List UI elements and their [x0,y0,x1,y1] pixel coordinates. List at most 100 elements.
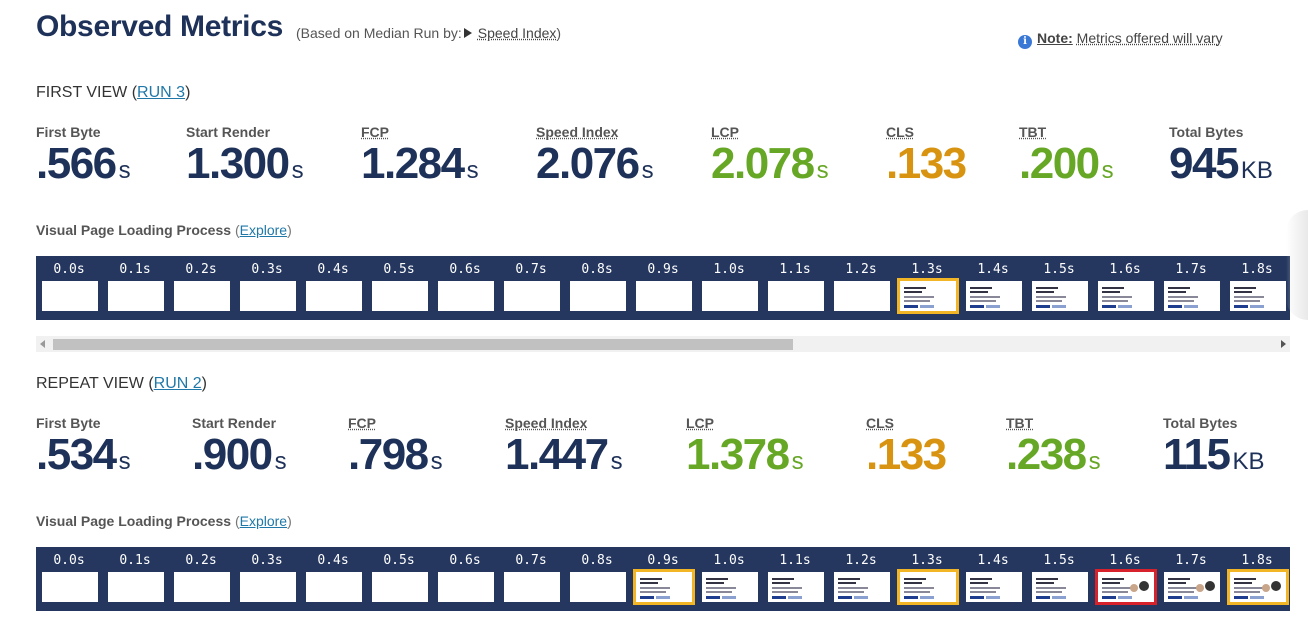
filmstrip-frame[interactable]: 1.5s [1026,547,1092,611]
scroll-left-arrow-icon[interactable] [40,340,45,348]
filmstrip-frame[interactable]: 1.2s [828,256,894,320]
repeat-view-explore-link[interactable]: Explore [239,513,288,529]
repeat-view-run-link[interactable]: RUN 2 [153,375,202,392]
frame-thumbnail[interactable] [1032,281,1088,311]
filmstrip-frame[interactable]: 1.7s [1158,256,1224,320]
frame-thumbnail[interactable] [42,281,98,311]
scrollbar-thumb[interactable] [53,339,793,350]
metric-label[interactable]: LCP [711,124,739,140]
first-view-explore-link[interactable]: Explore [239,222,288,238]
filmstrip-frame[interactable]: 1.0s [696,256,762,320]
metric-label[interactable]: CLS [886,124,914,140]
frame-thumbnail[interactable] [372,281,428,311]
filmstrip-frame[interactable]: 0.5s [366,547,432,611]
frame-thumbnail[interactable] [108,572,164,602]
filmstrip-frame[interactable]: 0.7s [498,256,564,320]
filmstrip-frame[interactable]: 0.2s [168,256,234,320]
filmstrip-frame[interactable]: 1.4s [960,547,1026,611]
filmstrip-frame[interactable]: 0.8s [564,256,630,320]
frame-thumbnail[interactable] [438,281,494,311]
filmstrip-frame[interactable]: 0.0s [36,256,102,320]
frame-thumbnail[interactable] [174,572,230,602]
filmstrip-frame[interactable]: 0.0s [36,547,102,611]
frame-thumbnail[interactable] [636,281,692,311]
filmstrip-frame[interactable]: 1.8s [1224,256,1290,320]
filmstrip-frame[interactable]: 0.3s [234,547,300,611]
frame-thumbnail[interactable] [1032,572,1088,602]
frame-thumbnail[interactable] [897,278,959,314]
median-metric-selector[interactable]: Speed Index [477,25,557,41]
frame-thumbnail[interactable] [768,281,824,311]
frame-thumbnail[interactable] [372,572,428,602]
frame-thumbnail[interactable] [633,569,695,605]
frame-thumbnail[interactable] [570,572,626,602]
frame-thumbnail[interactable] [1164,572,1220,602]
frame-time: 1.8s [1241,553,1273,568]
first-view-run-link[interactable]: RUN 3 [137,84,186,101]
filmstrip-frame[interactable]: 0.5s [366,256,432,320]
frame-thumbnail[interactable] [834,281,890,311]
filmstrip-frame[interactable]: 1.1s [762,256,828,320]
metric-label[interactable]: TBT [1006,415,1034,431]
frame-thumbnail[interactable] [1098,281,1154,311]
frame-thumbnail[interactable] [42,572,98,602]
filmstrip-frame[interactable]: 0.3s [234,256,300,320]
frame-thumbnail[interactable] [306,572,362,602]
scroll-right-arrow-icon[interactable] [1281,340,1286,348]
filmstrip-frame[interactable]: 0.7s [498,547,564,611]
filmstrip-frame[interactable]: 1.6s [1092,547,1158,611]
filmstrip-frame[interactable]: 1.2s [828,547,894,611]
filmstrip-frame[interactable]: 0.4s [300,256,366,320]
metrics-note[interactable]: i Note: Metrics offered will vary [1018,30,1223,49]
metric-label[interactable]: Speed Index [505,415,588,431]
frame-thumbnail[interactable] [897,569,959,605]
frame-thumbnail[interactable] [1095,569,1157,605]
frame-thumbnail[interactable] [240,281,296,311]
frame-thumbnail[interactable] [240,572,296,602]
frame-thumbnail[interactable] [1230,281,1286,311]
filmstrip-frame[interactable]: 0.9s [630,256,696,320]
filmstrip-frame[interactable]: 1.3s [894,547,960,611]
metric-label[interactable]: Speed Index [536,124,619,140]
filmstrip-frame[interactable]: 1.0s [696,547,762,611]
frame-thumbnail[interactable] [504,281,560,311]
frame-thumbnail[interactable] [570,281,626,311]
filmstrip-scrollbar[interactable] [36,336,1290,352]
filmstrip-frame[interactable]: 0.6s [432,256,498,320]
repeat-view-filmstrip[interactable]: 0.0s 0.1s 0.2s 0.3s 0.4s 0.5s 0.6s 0.7s 0.8s 0.9s… [36,547,1290,611]
first-view-filmstrip[interactable]: 0.0s 0.1s 0.2s 0.3s 0.4s 0.5s 0.6s 0.7s 0.8s 0.9s… [36,256,1290,320]
frame-thumbnail[interactable] [702,572,758,602]
filmstrip-frame[interactable]: 0.4s [300,547,366,611]
filmstrip-frame[interactable]: 1.3s [894,256,960,320]
frame-thumbnail[interactable] [1227,569,1289,605]
frame-thumbnail[interactable] [306,281,362,311]
frame-thumbnail[interactable] [834,572,890,602]
frame-thumbnail[interactable] [702,281,758,311]
frame-thumbnail[interactable] [768,572,824,602]
filmstrip-frame[interactable]: 0.8s [564,547,630,611]
filmstrip-frame[interactable]: 1.1s [762,547,828,611]
filmstrip-frame[interactable]: 0.6s [432,547,498,611]
frame-thumbnail[interactable] [966,572,1022,602]
filmstrip-frame[interactable]: 0.2s [168,547,234,611]
metric-label[interactable]: FCP [361,124,389,140]
frame-time: 1.7s [1175,553,1207,568]
frame-thumbnail[interactable] [438,572,494,602]
filmstrip-frame[interactable]: 1.5s [1026,256,1092,320]
filmstrip-frame[interactable]: 1.4s [960,256,1026,320]
frame-thumbnail[interactable] [1164,281,1220,311]
frame-thumbnail[interactable] [966,281,1022,311]
metric-label[interactable]: FCP [348,415,376,431]
filmstrip-frame[interactable]: 1.7s [1158,547,1224,611]
frame-thumbnail[interactable] [108,281,164,311]
metric-label[interactable]: LCP [686,415,714,431]
frame-thumbnail[interactable] [504,572,560,602]
filmstrip-frame[interactable]: 0.1s [102,547,168,611]
filmstrip-frame[interactable]: 0.1s [102,256,168,320]
filmstrip-frame[interactable]: 1.6s [1092,256,1158,320]
metric-label[interactable]: CLS [866,415,894,431]
filmstrip-frame[interactable]: 0.9s [630,547,696,611]
filmstrip-frame[interactable]: 1.8s [1224,547,1290,611]
metric-label[interactable]: TBT [1019,124,1047,140]
frame-thumbnail[interactable] [174,281,230,311]
